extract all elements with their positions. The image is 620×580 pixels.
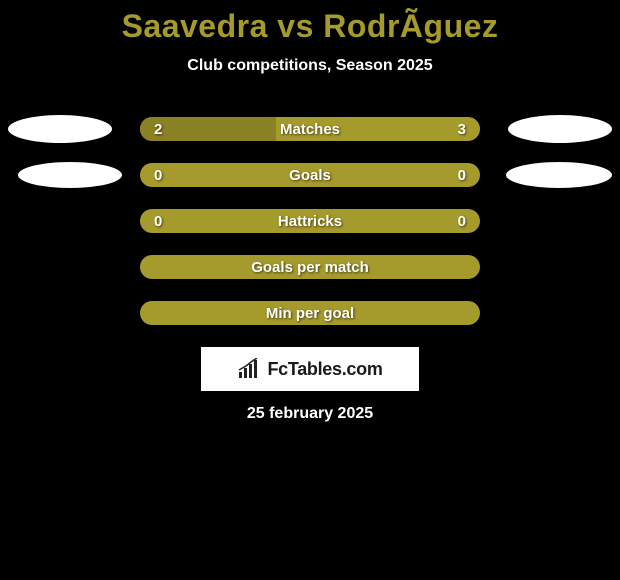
- page-title: Saavedra vs RodrÃ­guez: [0, 8, 620, 45]
- stat-right-value: 0: [458, 167, 466, 184]
- stat-row-hattricks: 0 Hattricks 0: [0, 209, 620, 233]
- stat-left-value: 0: [154, 213, 162, 230]
- logo-box: FcTables.com: [201, 347, 419, 391]
- stat-left-value: 2: [154, 121, 162, 138]
- stat-right-value: 3: [458, 121, 466, 138]
- stat-left-value: 0: [154, 167, 162, 184]
- player-right-avatar: [508, 115, 612, 143]
- stat-label: Min per goal: [266, 305, 354, 322]
- stat-label: Matches: [280, 121, 340, 138]
- stat-bar-hattricks: 0 Hattricks 0: [140, 209, 480, 233]
- date-text: 25 february 2025: [0, 405, 620, 423]
- stat-row-min-per-goal: Min per goal: [0, 301, 620, 325]
- stat-label: Goals: [289, 167, 331, 184]
- player-right-avatar: [506, 162, 612, 188]
- player-left-avatar: [8, 115, 112, 143]
- infographic-container: Saavedra vs RodrÃ­guez Club competitions…: [0, 0, 620, 423]
- stat-bar-min-per-goal: Min per goal: [140, 301, 480, 325]
- player-left-avatar: [18, 162, 122, 188]
- stat-row-goals-per-match: Goals per match: [0, 255, 620, 279]
- stat-right-value: 0: [458, 213, 466, 230]
- stat-bar-matches: 2 Matches 3: [140, 117, 480, 141]
- stat-bar-goals-per-match: Goals per match: [140, 255, 480, 279]
- stat-label: Hattricks: [278, 213, 342, 230]
- chart-icon: [237, 358, 263, 380]
- page-subtitle: Club competitions, Season 2025: [0, 57, 620, 75]
- logo-content: FcTables.com: [237, 358, 382, 380]
- stat-label: Goals per match: [251, 259, 369, 276]
- logo-text: FcTables.com: [267, 359, 382, 380]
- stat-bar-goals: 0 Goals 0: [140, 163, 480, 187]
- stat-row-goals: 0 Goals 0: [0, 163, 620, 187]
- stat-row-matches: 2 Matches 3: [0, 117, 620, 141]
